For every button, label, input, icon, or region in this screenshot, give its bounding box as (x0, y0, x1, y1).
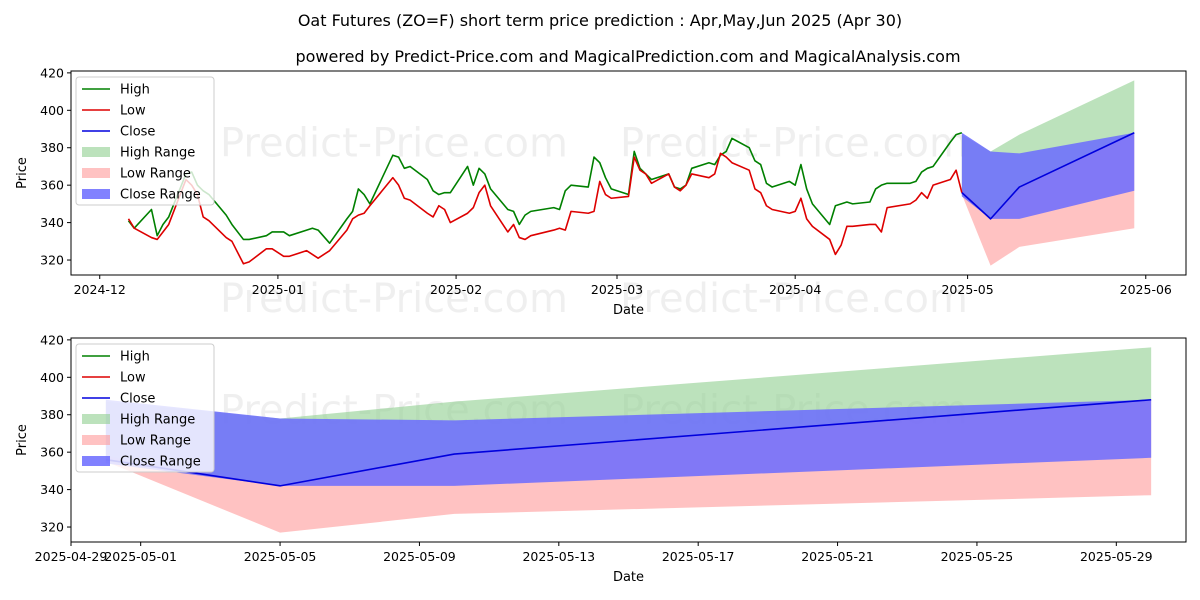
x-tick-label: 2025-01 (252, 282, 304, 297)
legend-swatch-close-range (82, 189, 110, 199)
line-close-0 (961, 132, 1135, 220)
legend-label-high: High (120, 83, 150, 98)
y-axis-label: Price (15, 157, 30, 189)
x-tick-label: 2025-05-21 (801, 549, 874, 564)
x-tick-label: 2025-05-25 (941, 549, 1014, 564)
band-close-range-1 (105, 399, 1152, 486)
y-tick-label: 400 (40, 370, 64, 385)
x-tick-label: 2025-02 (430, 282, 482, 297)
line-low-0 (127, 152, 963, 265)
y-tick-label: 360 (40, 445, 64, 460)
chart-subtitle: powered by Predict-Price.com and Magical… (295, 47, 960, 66)
legend-swatch-low-range (82, 168, 110, 178)
x-tick-label: 2025-05-13 (522, 549, 595, 564)
x-tick-label: 2025-04-29 (35, 549, 108, 564)
line-close-1 (105, 398, 1152, 487)
band-close-range-0 (961, 132, 1135, 219)
legend-label-low: Low (120, 104, 146, 119)
legend-swatch-low-range (82, 435, 110, 445)
x-tick-label: 2025-05-01 (104, 549, 177, 564)
x-tick-label: 2025-05-05 (244, 549, 317, 564)
x-tick-label: 2025-06 (1120, 282, 1172, 297)
x-tick-label: 2025-05-09 (383, 549, 456, 564)
x-tick-label: 2025-05-17 (662, 549, 735, 564)
y-tick-label: 420 (40, 332, 64, 347)
y-tick-label: 360 (40, 178, 64, 193)
legend-label-low: Low (120, 371, 146, 386)
x-tick-label: 2024-12 (74, 282, 126, 297)
x-tick-label: 2025-04 (769, 282, 821, 297)
legend-label-close: Close (120, 125, 155, 140)
x-tick-label: 2025-05-29 (1080, 549, 1153, 564)
legend-label-close: Close (120, 392, 155, 407)
watermark-text: Predict-Price.com (220, 121, 568, 167)
y-tick-label: 420 (40, 65, 64, 80)
legend-label-high-range: High Range (120, 413, 195, 428)
legend-label-close-range: Close Range (120, 188, 201, 203)
watermark-text: Predict-Price.com (220, 276, 568, 322)
legend: High Low Close High Range Low Range Close Ran… (75, 76, 215, 206)
legend: High Low Close High Range Low Range Close Ran… (75, 343, 215, 473)
legend-label-high: High (120, 350, 150, 365)
watermark-text: Predict-Price.com (620, 276, 968, 322)
legend-swatch-high-range (82, 414, 110, 424)
legend-swatch-close-range (82, 456, 110, 466)
legend-label-low-range: Low Range (120, 434, 191, 449)
y-tick-label: 320 (40, 520, 64, 535)
x-axis-label: Date (613, 303, 644, 318)
bottom-panel: Predict-Price.comPredict-Price.com320340… (15, 332, 1187, 585)
legend-box (75, 343, 215, 473)
legend-swatch-high-range (82, 147, 110, 157)
legend-label-close-range: Close Range (120, 455, 201, 470)
legend-label-low-range: Low Range (120, 167, 191, 182)
y-axis-label: Price (15, 424, 30, 456)
y-tick-label: 340 (40, 215, 64, 230)
y-tick-label: 400 (40, 103, 64, 118)
legend-box (75, 76, 215, 206)
axes-frame (70, 337, 1187, 543)
legend-label-high-range: High Range (120, 146, 195, 161)
x-tick-label: 2025-03 (591, 282, 643, 297)
chart-title: Oat Futures (ZO=F) short term price pred… (298, 11, 902, 30)
watermark-text: Predict-Price.com (620, 121, 968, 167)
y-tick-label: 380 (40, 140, 64, 155)
top-panel: Predict-Price.com Predict-Price.com Predic… (15, 65, 1187, 322)
x-tick-label: 2025-05 (941, 282, 993, 297)
y-tick-label: 320 (40, 253, 64, 268)
axes-frame (70, 70, 1187, 276)
y-tick-label: 380 (40, 407, 64, 422)
line-high-0 (127, 132, 963, 244)
y-tick-label: 340 (40, 482, 64, 497)
x-axis-label: Date (613, 570, 644, 585)
